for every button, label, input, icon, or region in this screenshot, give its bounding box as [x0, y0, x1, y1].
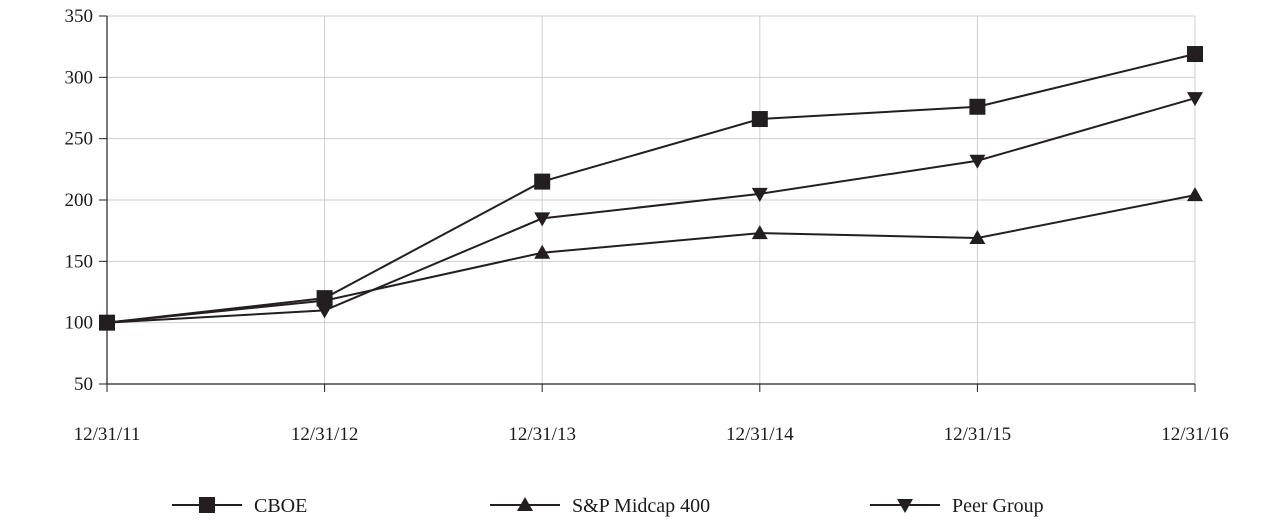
data-point-cboe	[969, 98, 986, 115]
y-tick-label: 200	[65, 190, 94, 211]
y-tick-label: 50	[74, 374, 93, 395]
x-tick-label: 12/31/12	[291, 424, 359, 445]
data-point-s-p-midcap-400	[1187, 187, 1203, 202]
legend-label-cboe: CBOE	[254, 495, 307, 517]
data-point-s-p-midcap-400	[316, 292, 333, 307]
gridlines	[107, 15, 1196, 384]
data-point-s-p-midcap-400	[534, 244, 551, 259]
x-tick-label: 12/31/16	[1161, 424, 1229, 445]
data-point-s-p-midcap-400	[969, 230, 986, 245]
data-point-peer-group	[316, 304, 333, 319]
series-line-cboe	[106, 53, 1196, 324]
series-line-peer-group	[106, 97, 1196, 324]
data-point-cboe	[751, 111, 768, 128]
legend-marker-s-p-midcap-400	[517, 497, 533, 511]
x-tick-label: 12/31/13	[508, 424, 576, 445]
data-point-cboe	[1187, 46, 1203, 63]
y-tick-label: 150	[65, 251, 94, 272]
legend-label-s-p-midcap-400: S&P Midcap 400	[572, 495, 710, 517]
legend-marker-cboe	[199, 497, 215, 513]
x-tick-label: 12/31/14	[726, 424, 794, 445]
axes: 50 100 150 200 250 300 350 12/31/11 12/31/12 12/3…	[65, 6, 1229, 445]
x-tick-label: 12/31/11	[74, 424, 141, 445]
data-point-peer-group	[1187, 92, 1203, 107]
data-point-s-p-midcap-400	[751, 225, 768, 240]
legend-marker-peer-group	[897, 499, 913, 513]
series-peer-group	[99, 92, 1203, 331]
data-point-peer-group	[534, 212, 551, 227]
legend-item-peer-group: Peer Group	[870, 495, 1044, 517]
x-tick-label: 12/31/15	[944, 424, 1012, 445]
data-point-cboe	[534, 173, 551, 190]
data-point-peer-group	[99, 316, 115, 331]
series-line-s-p-midcap-400	[106, 194, 1196, 324]
y-tick-label: 250	[65, 129, 94, 150]
series-cboe	[99, 46, 1203, 331]
series-lines	[99, 46, 1203, 331]
y-tick-label: 100	[65, 313, 94, 334]
legend-item-cboe: CBOE	[172, 495, 307, 517]
data-point-peer-group	[969, 154, 986, 169]
y-tick-label: 350	[65, 6, 94, 27]
series-s-p-midcap-400	[99, 187, 1203, 329]
y-tick-label: 300	[65, 67, 94, 88]
legend-item-s-p-midcap-400: S&P Midcap 400	[490, 495, 710, 517]
data-point-peer-group	[751, 187, 768, 202]
legend-label-peer-group: Peer Group	[952, 495, 1044, 517]
legend: CBOE S&P Midcap 400 Peer Group	[172, 495, 1044, 517]
